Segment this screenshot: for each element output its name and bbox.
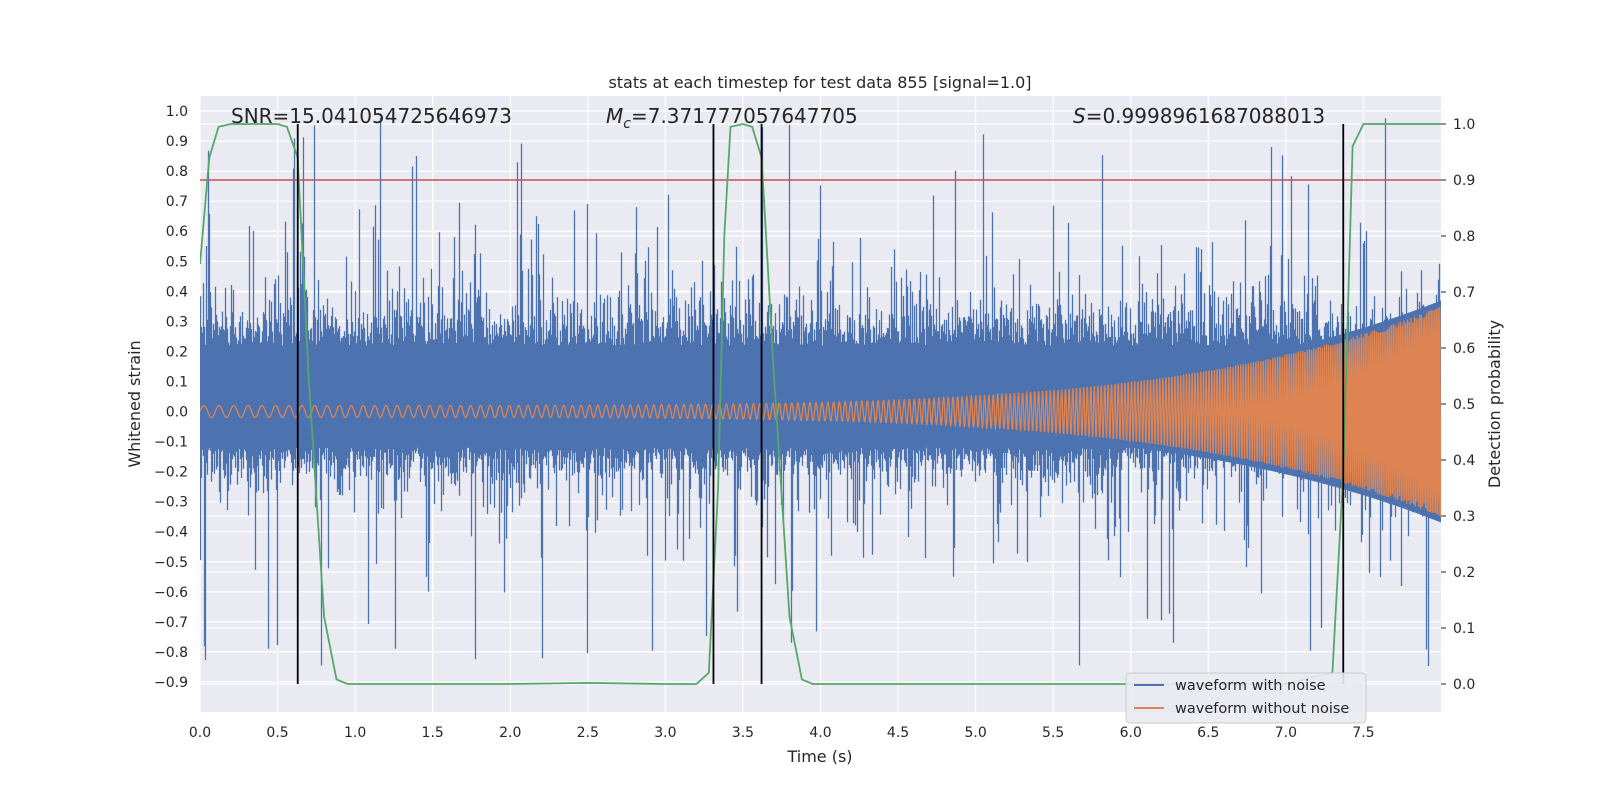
y2-tick-label: 0.1 [1453,621,1475,637]
x-tick-label: 0.5 [266,725,288,741]
y-tick-label: −0.4 [154,525,188,541]
x-tick-label: 1.0 [344,725,366,741]
x-tick-label: 1.5 [422,725,444,741]
y-tick-label: −0.7 [154,615,188,631]
y-tick-label: −0.8 [154,645,188,661]
y-tick-label: 0.3 [166,314,188,330]
y-tick-label: −0.2 [154,465,188,481]
significance-annotation: S=0.9998961687088013 [1073,104,1325,128]
y2-axis-label: Detection probability [1485,320,1504,488]
snr-annotation: SNR=15.041054725646973 [231,104,512,128]
y-tick-label: −0.1 [154,435,188,451]
x-tick-label: 4.0 [809,725,831,741]
y2-tick-label: 0.0 [1453,677,1475,693]
significance-value: =0.9998961687088013 [1086,104,1325,128]
significance-symbol: S [1073,104,1086,128]
y-tick-label: 0.6 [166,224,188,240]
y-tick-label: 0.2 [166,344,188,360]
y-tick-label: 0.0 [166,405,188,421]
y2-tick-label: 0.5 [1453,397,1475,413]
chart-title: stats at each timestep for test data 855… [608,73,1031,92]
y2-tick-label: 0.3 [1453,509,1475,525]
x-tick-label: 2.0 [499,725,521,741]
x-tick-label: 7.0 [1275,725,1297,741]
legend: waveform with noise waveform without noi… [1125,672,1367,724]
y2-tick-label: 0.7 [1453,285,1475,301]
y-tick-label: 0.4 [166,284,188,300]
x-tick-label: 6.0 [1120,725,1142,741]
y-axis-label: Whitened strain [125,340,144,467]
y-tick-label: 0.9 [166,134,188,150]
y-tick-label: 1.0 [166,104,188,120]
x-tick-label: 3.0 [654,725,676,741]
y-tick-label: 0.5 [166,254,188,270]
x-tick-label: 0.0 [189,725,211,741]
legend-label-clean: waveform without noise [1175,701,1349,717]
y2-tick-label: 0.9 [1453,173,1475,189]
detection-markers [296,124,1345,684]
y2-tick-label: 0.2 [1453,565,1475,581]
y-tick-label: −0.3 [154,495,188,511]
y-tick-label: 0.8 [166,164,188,180]
legend-box [1125,672,1367,724]
plot-area [200,117,1441,685]
y-tick-label: 0.7 [166,194,188,210]
chirp-mass-subscript: c [623,116,631,132]
y-tick-label: 0.1 [166,374,188,390]
x-tick-label: 2.5 [577,725,599,741]
x-tick-label: 6.5 [1197,725,1219,741]
y-tick-label: −0.6 [154,585,188,601]
axes-ticks: 0.0 0.5 1.0 1.5 2.0 2.5 3.0 3.5 4.0 4.5 5.0 5.5 6.0 6… [154,104,1475,741]
x-axis-label: Time (s) [786,747,852,766]
chirp-mass-symbol: M [606,104,623,128]
y2-tick-label: 1.0 [1453,117,1475,133]
legend-label-noise: waveform with noise [1175,678,1326,694]
x-tick-label: 4.5 [887,725,909,741]
clean-waveform-line [200,306,1441,517]
x-tick-label: 5.5 [1042,725,1064,741]
series-waveform-without-noise [200,306,1441,517]
x-tick-label: 3.5 [732,725,754,741]
chirp-mass-annotation: Mc=7.371777057647705 [606,104,858,132]
chirp-mass-value: =7.371777057647705 [631,104,858,128]
y-tick-label: −0.5 [154,555,188,571]
y-tick-label: −0.9 [154,675,188,691]
y2-tick-label: 0.6 [1453,341,1475,357]
x-tick-label: 7.5 [1352,725,1374,741]
y2-tick-label: 0.4 [1453,453,1475,469]
x-tick-label: 5.0 [964,725,986,741]
y2-tick-label: 0.8 [1453,229,1475,245]
